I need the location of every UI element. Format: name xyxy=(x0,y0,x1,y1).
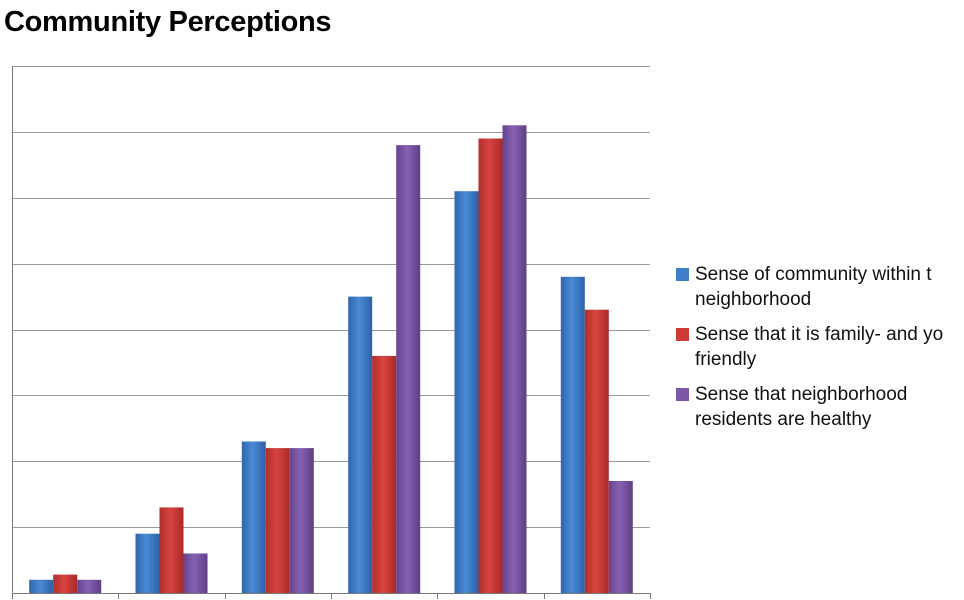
bar xyxy=(608,481,633,593)
bar xyxy=(77,579,102,593)
bar xyxy=(348,296,373,593)
legend-swatch xyxy=(676,328,689,341)
bar xyxy=(584,309,609,593)
gridlines xyxy=(12,66,650,528)
bar xyxy=(289,448,314,593)
bar xyxy=(135,533,160,593)
bar xyxy=(265,448,290,593)
bar xyxy=(29,579,54,593)
legend-item-healthy: Sense that neighborhood residents are he… xyxy=(676,382,964,432)
bar xyxy=(372,355,397,593)
legend-item-community: Sense of community within t neighborhood xyxy=(676,262,964,312)
legend-swatch xyxy=(676,268,689,281)
bar xyxy=(53,574,78,593)
legend-item-family-friendly: Sense that it is family- and yo friendly xyxy=(676,322,964,372)
bars xyxy=(29,125,633,594)
bar xyxy=(478,138,503,593)
legend-swatch xyxy=(676,388,689,401)
legend: Sense of community within t neighborhood… xyxy=(676,262,964,442)
legend-label: Sense that neighborhood residents are he… xyxy=(695,384,908,430)
bar xyxy=(396,145,421,593)
bar xyxy=(183,553,208,593)
bar xyxy=(502,125,527,594)
bar xyxy=(454,191,479,593)
bar xyxy=(241,441,266,593)
legend-label: Sense that it is family- and yo friendly xyxy=(695,324,944,370)
bar xyxy=(560,276,585,593)
axes xyxy=(12,66,651,599)
legend-label: Sense of community within t neighborhood xyxy=(695,264,932,310)
chart-title: Community Perceptions xyxy=(4,6,332,38)
bar xyxy=(159,507,184,593)
